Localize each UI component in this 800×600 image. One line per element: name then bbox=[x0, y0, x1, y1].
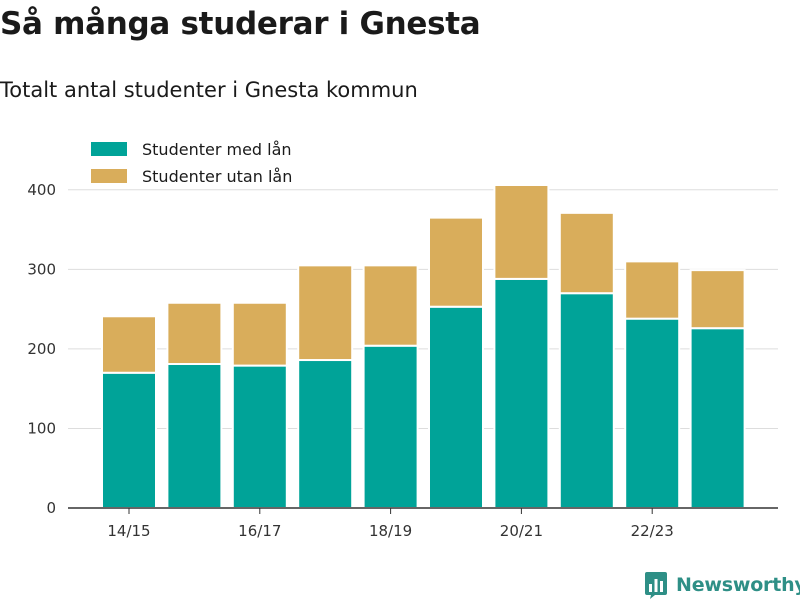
y-axis-ticks: 0 100 200 300 400 bbox=[27, 181, 56, 517]
bar-without-loan bbox=[624, 260, 681, 320]
bar-without-loan bbox=[231, 301, 288, 367]
newsworthy-logo-icon bbox=[645, 572, 667, 599]
y-tick-label: 300 bbox=[27, 260, 56, 278]
bar-without-loan bbox=[428, 216, 484, 308]
x-tick-label: 20/21 bbox=[500, 522, 543, 540]
legend-swatch bbox=[91, 169, 127, 183]
bar-without-loan bbox=[166, 301, 223, 366]
x-tick-label: 16/17 bbox=[238, 522, 281, 540]
bar-without-loan bbox=[558, 211, 615, 295]
bar-without-loan bbox=[689, 269, 746, 330]
brand-logo[interactable]: Newsworthy bbox=[644, 570, 800, 600]
legend-label: Studenter utan lån bbox=[142, 167, 292, 186]
bar-with-loan bbox=[231, 364, 288, 509]
chart-title: Så många studerar i Gnesta bbox=[0, 6, 481, 42]
legend: Studenter med lån Studenter utan lån bbox=[91, 140, 292, 186]
x-tick-label: 14/15 bbox=[107, 522, 150, 540]
bar-without-loan bbox=[101, 315, 157, 374]
legend-label: Studenter med lån bbox=[142, 140, 292, 159]
bar-with-loan bbox=[624, 317, 681, 509]
bar-with-loan bbox=[362, 344, 419, 509]
chart-subtitle: Totalt antal studenter i Gnesta kommun bbox=[0, 78, 418, 102]
y-tick-label: 0 bbox=[46, 499, 56, 517]
legend-swatch bbox=[91, 142, 127, 156]
y-tick-label: 400 bbox=[27, 181, 56, 199]
bar-with-loan bbox=[689, 327, 746, 509]
bar-without-loan bbox=[493, 184, 550, 280]
bars bbox=[101, 184, 746, 510]
bar-with-loan bbox=[297, 359, 354, 509]
brand-name: Newsworthy bbox=[676, 574, 800, 596]
bar-with-loan bbox=[101, 371, 157, 509]
x-tick-label: 18/19 bbox=[369, 522, 412, 540]
y-tick-label: 100 bbox=[27, 419, 56, 437]
bar-without-loan bbox=[297, 264, 354, 362]
bar-with-loan bbox=[428, 305, 484, 510]
bar-with-loan bbox=[166, 363, 223, 510]
bar-with-loan bbox=[558, 292, 615, 510]
x-axis-ticks: 14/15 16/17 18/19 20/21 22/23 bbox=[107, 508, 674, 540]
y-tick-label: 200 bbox=[27, 340, 56, 358]
x-tick-label: 22/23 bbox=[631, 522, 674, 540]
bar-without-loan bbox=[362, 264, 419, 347]
bar-with-loan bbox=[493, 277, 550, 509]
